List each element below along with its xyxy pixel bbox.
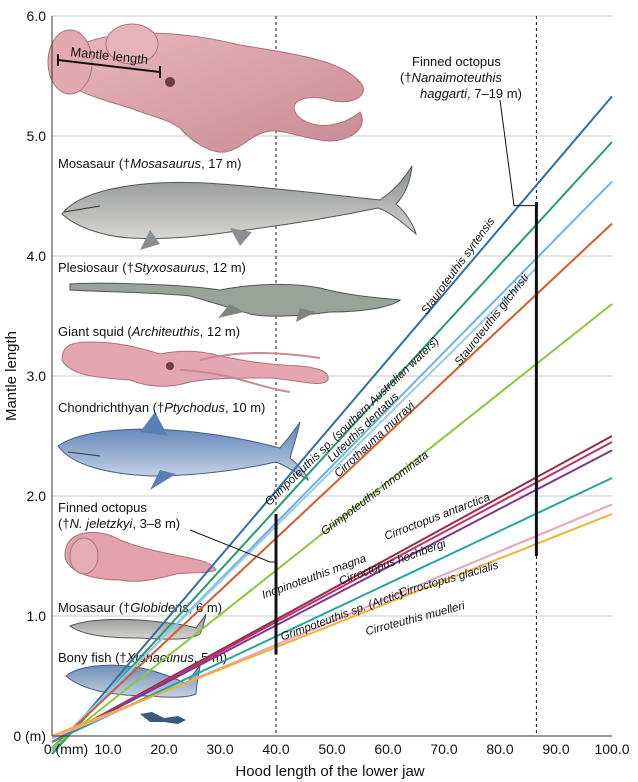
estimate-small-line2: (†N. jeletzkyi, 3–8 m) (58, 516, 180, 531)
y-tick-label: 2.0 (27, 488, 47, 504)
finned-octopus-small-label: Finned octopus (†N. jeletzkyi, 3–8 m) (58, 500, 180, 531)
diver-illustration (140, 712, 186, 724)
series-label: Stauroteuthis gilchristi (453, 272, 532, 368)
estimate-leader (189, 529, 276, 563)
plesiosaur-label: Plesiosaur (†Styxosaurus, 12 m) (58, 260, 246, 275)
estimate-small-line1: Finned octopus (58, 500, 147, 515)
x-tick-label: 20.0 (150, 741, 177, 757)
x-tick-label: 50.0 (318, 741, 345, 757)
estimate-layer (189, 99, 538, 655)
x-tick-label: 0 (mm) (44, 741, 88, 757)
series-line (51, 141, 613, 755)
large-finned-octopus-illustration (47, 23, 364, 153)
series-line (51, 449, 613, 743)
axis-layer: 0 (m) 1.0 2.0 3.0 4.0 5.0 6.0 0 (mm) 10.0 20.0 30.… (13, 8, 629, 757)
x-tick-label: 90.0 (542, 741, 569, 757)
y-tick-label: 5.0 (27, 128, 47, 144)
x-tick-label: 10.0 (94, 741, 121, 757)
y-axis-title: Mantle length (3, 331, 20, 421)
mosasaur-label: Mosasaur (†Mosasaurus, 17 m) (58, 156, 242, 171)
series-line (51, 441, 613, 743)
series-line (51, 267, 538, 749)
series-line (51, 513, 613, 737)
animal-illustrations (47, 23, 417, 724)
y-tick-label: 6.0 (27, 8, 47, 24)
y-tick-label: 0 (m) (13, 728, 46, 744)
globidens-illustration (68, 613, 207, 640)
x-tick-label: 60.0 (374, 741, 401, 757)
series-line (51, 303, 613, 749)
series-label: Stauroteuthis syrtensis (419, 215, 497, 316)
giant-squid-illustration (61, 341, 329, 393)
plesiosaur-illustration (69, 282, 402, 322)
y-tick-label: 3.0 (27, 368, 47, 384)
y-tick-label: 1.0 (27, 608, 47, 624)
series-line (51, 222, 613, 749)
y-tick-label: 4.0 (27, 248, 47, 264)
giant-squid-label: Giant squid (Architeuthis, 12 m) (58, 324, 240, 339)
x-axis-title: Hood length of the lower jaw (235, 763, 424, 780)
x-tick-label: 80.0 (486, 741, 513, 757)
x-tick-label: 100.0 (594, 741, 629, 757)
estimate-label-line2: (†Nanaimoteuthis (400, 70, 502, 85)
mosasaur-illustration (61, 165, 417, 250)
x-tick-label: 70.0 (430, 741, 457, 757)
x-tick-label: 40.0 (262, 741, 289, 757)
series-layer (51, 95, 613, 755)
finned-octopus-large-label: Finned octopus (†Nanaimoteuthis haggarti… (400, 54, 522, 101)
series-label: Cirroctopus glacialis (398, 559, 500, 599)
small-finned-octopus-illustration (64, 531, 217, 582)
shark-illustration (57, 412, 309, 490)
series-label: Grimpoteuthis sp. (southern Australian w… (263, 335, 442, 508)
estimate-label-line3: haggarti, 7–19 m) (420, 86, 522, 101)
x-tick-label: 30.0 (206, 741, 233, 757)
chondrichthyan-label: Chondrichthyan (†Ptychodus, 10 m) (58, 400, 265, 415)
estimate-label-line1: Finned octopus (412, 54, 501, 69)
estimate-leader (499, 99, 537, 207)
